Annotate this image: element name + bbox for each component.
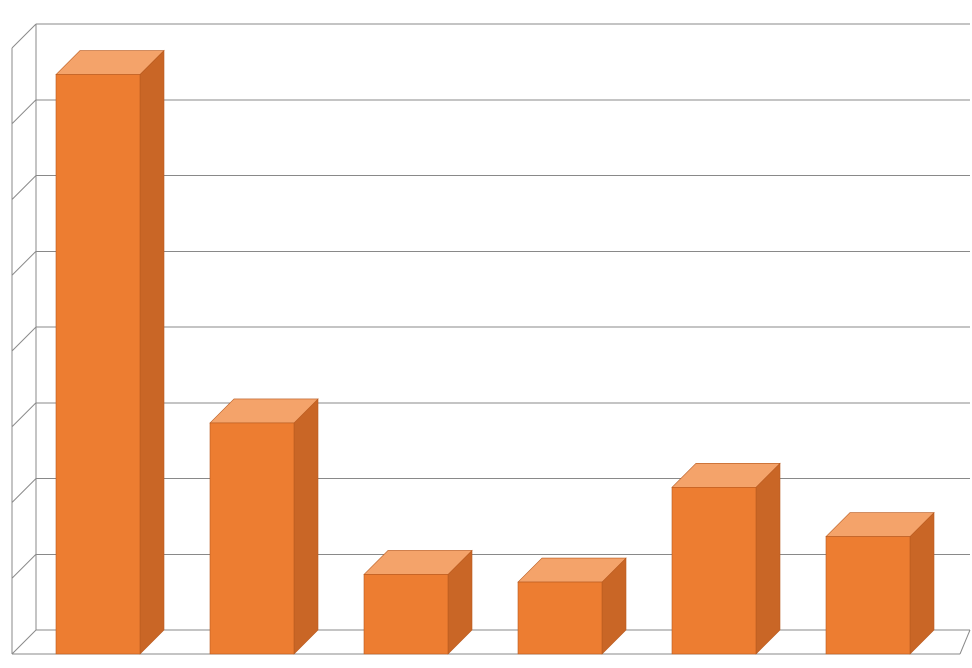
bar [518, 558, 626, 654]
bar [672, 463, 780, 654]
gridline-side [12, 24, 36, 48]
bar-side [910, 513, 934, 654]
bar-front [518, 582, 602, 654]
bar [826, 513, 934, 654]
gridline-side [12, 479, 36, 503]
bar-chart-3d [0, 0, 972, 668]
bar-front [826, 537, 910, 654]
bar [364, 550, 472, 654]
plot-back-wall [0, 0, 972, 668]
gridline-side [12, 327, 36, 351]
bar-side [756, 463, 780, 654]
bar-side [294, 399, 318, 654]
gridline-side [12, 403, 36, 427]
bar [210, 399, 318, 654]
bar-side [140, 51, 164, 654]
bar-front [364, 574, 448, 654]
bar [56, 51, 164, 654]
bar-front [672, 487, 756, 654]
gridline-side [12, 251, 36, 275]
gridline-side [12, 176, 36, 200]
bar-front [210, 423, 294, 654]
gridline-side [12, 100, 36, 124]
gridline-side [12, 554, 36, 578]
bar-front [56, 75, 140, 654]
